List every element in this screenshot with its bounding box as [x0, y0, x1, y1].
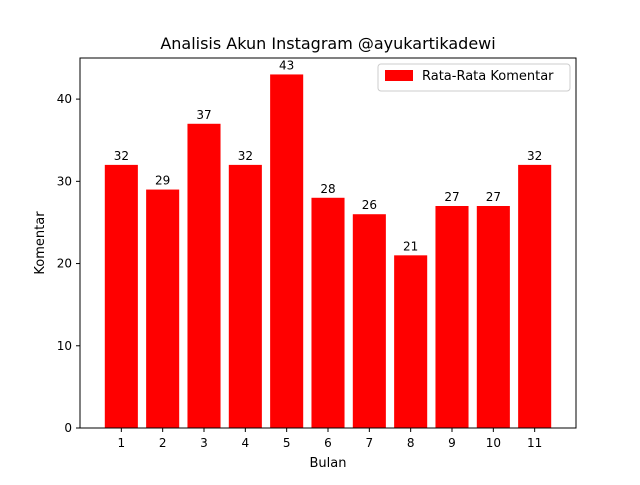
- bar-data-label: 21: [403, 239, 418, 253]
- x-tick-label: 8: [407, 436, 415, 450]
- legend-label: Rata-Rata Komentar: [422, 69, 554, 84]
- bar-data-label: 32: [527, 149, 542, 163]
- bar: [476, 206, 510, 428]
- legend-swatch: [385, 70, 413, 81]
- bars-group: [104, 74, 552, 429]
- x-tick-label: 11: [527, 436, 542, 450]
- bar: [270, 74, 304, 428]
- bar-data-label: 28: [320, 182, 335, 196]
- data-labels-group: 32 29 37 32 43 28 26 21 27 27 32: [114, 58, 543, 253]
- bar: [187, 123, 221, 429]
- legend: Rata-Rata Komentar: [377, 63, 571, 92]
- x-tick-label: 6: [324, 436, 332, 450]
- y-tick-label: 30: [57, 174, 72, 188]
- y-tick-label: 40: [57, 92, 72, 106]
- x-tick-label: 5: [283, 436, 291, 450]
- x-tick-label: 2: [159, 436, 167, 450]
- bar-data-label: 32: [238, 149, 253, 163]
- x-tick-label: 1: [118, 436, 126, 450]
- bar: [394, 255, 428, 428]
- x-tick-label: 4: [242, 436, 250, 450]
- x-axis-ticks: 1 2 3 4 5 6 7 8 9 10 11: [118, 428, 542, 450]
- bar-data-label: 27: [444, 190, 459, 204]
- x-tick-label: 3: [200, 436, 208, 450]
- bar-data-label: 43: [279, 58, 294, 72]
- bar: [311, 197, 345, 428]
- bar-data-label: 29: [155, 174, 170, 188]
- y-tick-label: 20: [57, 257, 72, 271]
- chart-title: Analisis Akun Instagram @ayukartikadewi: [160, 34, 495, 53]
- bar-data-label: 32: [114, 149, 129, 163]
- x-tick-label: 7: [366, 436, 374, 450]
- legend-box: [377, 63, 571, 92]
- x-axis-label: Bulan: [310, 456, 347, 471]
- bar: [104, 164, 138, 428]
- y-axis-label: Komentar: [33, 211, 48, 275]
- bar-data-label: 26: [362, 198, 377, 212]
- y-tick-label: 0: [64, 421, 72, 435]
- bar-data-label: 27: [486, 190, 501, 204]
- bar: [518, 164, 552, 428]
- bar: [228, 164, 262, 428]
- bar-data-label: 37: [196, 108, 211, 122]
- bar: [352, 214, 386, 428]
- x-tick-label: 10: [486, 436, 501, 450]
- bar: [146, 189, 180, 428]
- y-axis-ticks: 0 10 20 30 40: [57, 92, 80, 435]
- plot-frame: [79, 57, 577, 429]
- y-tick-label: 10: [57, 339, 72, 353]
- x-tick-label: 9: [448, 436, 456, 450]
- bar: [435, 206, 469, 428]
